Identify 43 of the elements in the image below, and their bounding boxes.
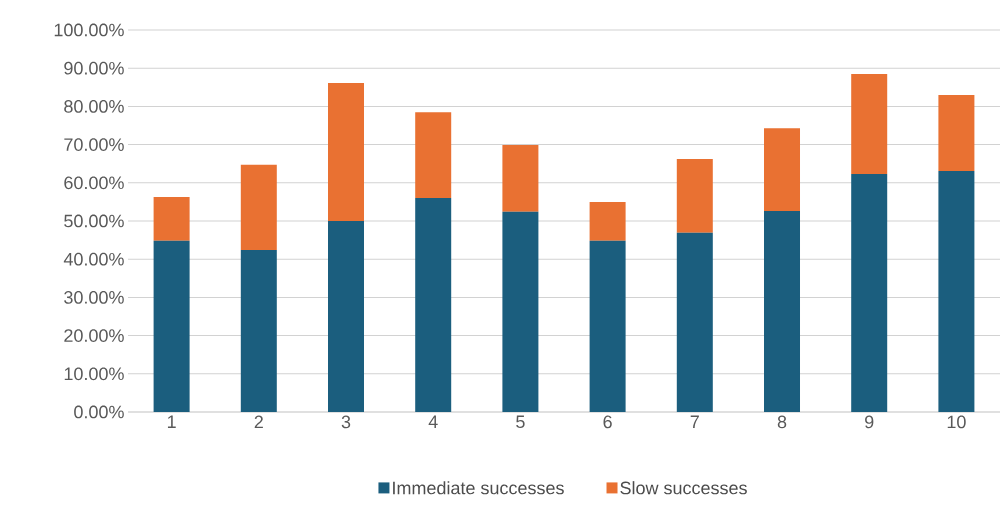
bar: [240, 250, 277, 412]
x-tick-label: 8: [777, 415, 787, 429]
bar: [240, 164, 277, 251]
bar: [328, 221, 364, 412]
y-tick-label: 20.00%: [64, 329, 124, 342]
bar: [589, 201, 626, 241]
y-tick-label: 30.00%: [64, 291, 124, 304]
y-tick-label: 0.00%: [74, 405, 124, 419]
bar: [764, 211, 800, 412]
bar: [415, 198, 452, 412]
x-tick-label: 9: [865, 415, 874, 429]
bar: [851, 73, 888, 175]
x-tick-label: 1: [167, 415, 176, 428]
legend-label: Slow successes: [620, 481, 747, 495]
bar: [415, 112, 452, 199]
y-tick-label: 50.00%: [64, 214, 124, 228]
bar: [676, 159, 713, 233]
y-tick-label: 40.00%: [63, 252, 124, 266]
bar: [938, 170, 975, 412]
bar: [589, 240, 626, 412]
y-tick-label: 80.00%: [64, 100, 124, 113]
y-tick-label: 70.00%: [64, 138, 124, 151]
bar: [764, 128, 800, 212]
bar: [328, 83, 364, 221]
bar: [502, 144, 539, 212]
bar: [938, 94, 975, 171]
bar: [502, 211, 539, 412]
x-tick-label: 3: [341, 415, 351, 429]
x-tick-label: 4: [428, 415, 438, 428]
x-tick-label: 6: [603, 415, 612, 429]
x-tick-label: 5: [516, 415, 525, 429]
y-tick-label: 60.00%: [64, 176, 124, 190]
legend-label: Immediate successes: [393, 481, 564, 495]
x-tick-label: 2: [254, 415, 263, 429]
y-tick-label: 10.00%: [64, 367, 124, 381]
bar: [153, 240, 190, 412]
x-tick-label: 10: [947, 415, 966, 429]
y-tick-label: 90.00%: [64, 61, 124, 75]
bar: [676, 232, 713, 412]
y-tick-label: 100.00%: [54, 23, 124, 37]
bar: [851, 174, 888, 412]
bar: [153, 196, 190, 241]
x-tick-label: 7: [690, 415, 699, 428]
